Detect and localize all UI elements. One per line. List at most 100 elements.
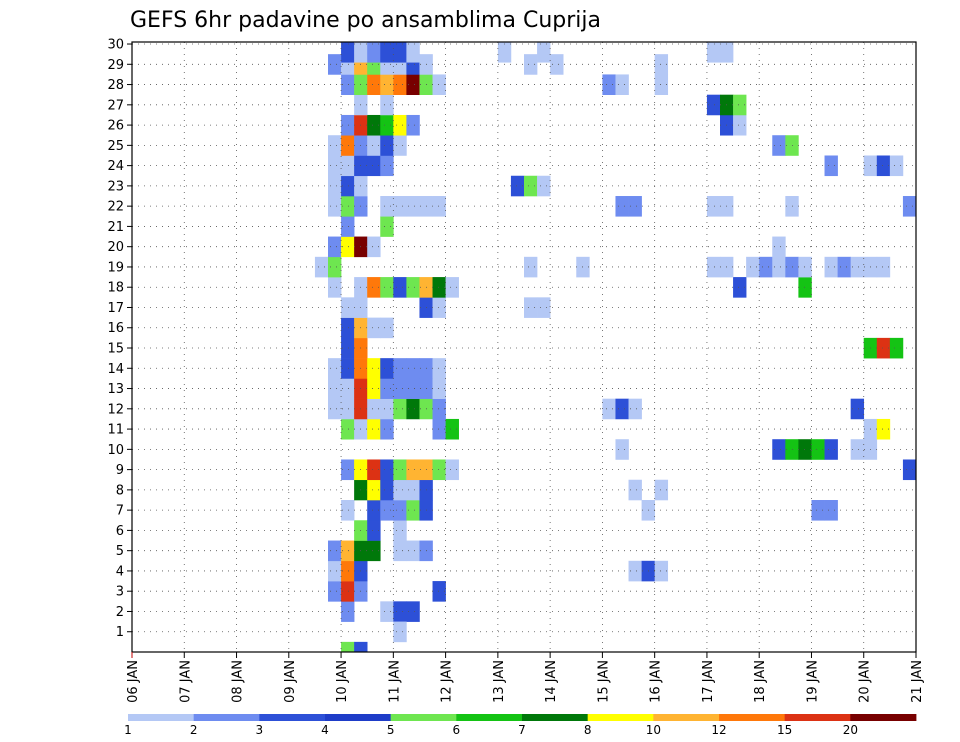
heatmap-cell [524, 297, 538, 318]
x-tick-label: 09 JAN [283, 660, 298, 703]
heatmap-cell [393, 42, 407, 63]
colorbar-swatch [325, 714, 392, 721]
heatmap-cell [367, 317, 381, 339]
heatmap-cell [367, 42, 381, 63]
heatmap-cell [406, 196, 420, 217]
heatmap-cell [341, 398, 355, 420]
heatmap-cell [380, 418, 394, 440]
heatmap-cell [537, 42, 551, 63]
colorbar-swatch [193, 714, 260, 721]
heatmap-cell [341, 74, 355, 95]
heatmap-cell [393, 277, 407, 298]
plot-frame [131, 41, 917, 653]
heatmap-cell [876, 337, 891, 359]
heatmap-cell [341, 175, 355, 197]
heatmap-cell [759, 256, 773, 278]
heatmap-cell [328, 398, 342, 420]
colorbar-label: 15 [777, 723, 792, 737]
colorbar-label: 2 [190, 723, 198, 737]
heatmap-cell [772, 256, 786, 278]
heatmap-cell [341, 581, 355, 602]
x-axis-ticks: 06 JAN 07 JAN 08 JAN 09 JAN 10 JAN 11 JAN 12 J… [126, 652, 925, 703]
y-tick-label: 26 [107, 119, 124, 134]
heatmap-cell [406, 500, 420, 521]
colorbar-label: 12 [711, 723, 726, 737]
heatmap-cell [733, 277, 747, 298]
y-tick-label: 22 [107, 200, 124, 215]
y-axis-ticks: 1234567891011121314151617181920212223242… [107, 38, 132, 640]
heatmap-cell [406, 42, 420, 63]
x-tick-label: 13 JAN [492, 660, 507, 703]
heatmap-cell [328, 540, 342, 562]
heatmap-cell [393, 378, 407, 399]
x-tick-label: 19 JAN [805, 660, 820, 703]
x-tick-label: 07 JAN [178, 660, 193, 703]
colorbar-label: 5 [387, 723, 395, 737]
heatmap-cell [380, 155, 394, 177]
heatmap-cell [341, 297, 355, 318]
heatmap-cell [367, 500, 381, 521]
heatmap-cell [537, 297, 551, 318]
heatmap-cell [837, 256, 851, 278]
heatmap-cell [654, 560, 669, 582]
colorbar-swatch [259, 714, 326, 721]
heatmap-cell [406, 277, 420, 298]
colorbar-label: 8 [584, 723, 592, 737]
heatmap-cell [654, 74, 669, 95]
heatmap-cell [393, 540, 407, 562]
heatmap-cell [328, 236, 342, 258]
heatmap-cell [328, 155, 342, 177]
heatmap-cell [341, 358, 355, 379]
heatmap-cell [811, 439, 825, 460]
heatmap-cell [380, 42, 394, 63]
heatmap-cell [341, 500, 355, 521]
x-tick-label: 10 JAN [335, 660, 350, 703]
heatmap-cell [341, 540, 355, 562]
heatmap-cell [798, 439, 812, 460]
x-tick-label: 08 JAN [231, 660, 246, 703]
heatmap-cell [341, 155, 355, 177]
x-tick-label: 15 JAN [596, 660, 611, 703]
heatmap-cell [798, 277, 812, 298]
y-tick-label: 18 [107, 281, 124, 296]
colorbar-label: 1 [124, 723, 132, 737]
heatmap-cell [406, 358, 420, 379]
colorbar-swatch [456, 714, 523, 721]
heatmap-cell [706, 94, 721, 116]
heatmap-cell [615, 74, 629, 95]
heatmap-cell [615, 196, 629, 217]
x-tick-label: 16 JAN [649, 660, 664, 703]
heatmap-cell [772, 135, 786, 156]
heatmap-cell [733, 94, 747, 116]
heatmap-cell [889, 337, 904, 359]
heatmap-cell [328, 135, 342, 156]
heatmap-cell [510, 175, 525, 197]
y-tick-label: 30 [107, 38, 124, 53]
heatmap-cell [341, 216, 355, 237]
colorbar-swatch [719, 714, 786, 721]
heatmap-cell [314, 256, 329, 278]
heatmap-cell [380, 196, 394, 217]
colorbar-swatch [522, 714, 589, 721]
heatmap-cell [380, 358, 394, 379]
heatmap-cell [850, 439, 865, 460]
y-tick-label: 16 [107, 321, 124, 336]
heatmap-cell [393, 479, 407, 501]
heatmap-cell [550, 54, 564, 75]
heatmap-cell [876, 418, 891, 440]
heatmap-cell [380, 398, 394, 420]
heatmap-cell [615, 439, 629, 460]
heatmap-cell [341, 641, 355, 653]
heatmap-cell [811, 500, 825, 521]
heatmap-cell [367, 418, 381, 440]
heatmap-cell [628, 398, 642, 420]
heatmap-cell [772, 236, 786, 258]
heatmap-cell [380, 216, 394, 237]
heatmap-cell [341, 236, 355, 258]
heatmap-cell [824, 256, 838, 278]
heatmap-cell [341, 42, 355, 63]
heatmap-cell [432, 418, 446, 440]
y-tick-label: 10 [107, 443, 124, 458]
heatmap-cell [628, 560, 642, 582]
